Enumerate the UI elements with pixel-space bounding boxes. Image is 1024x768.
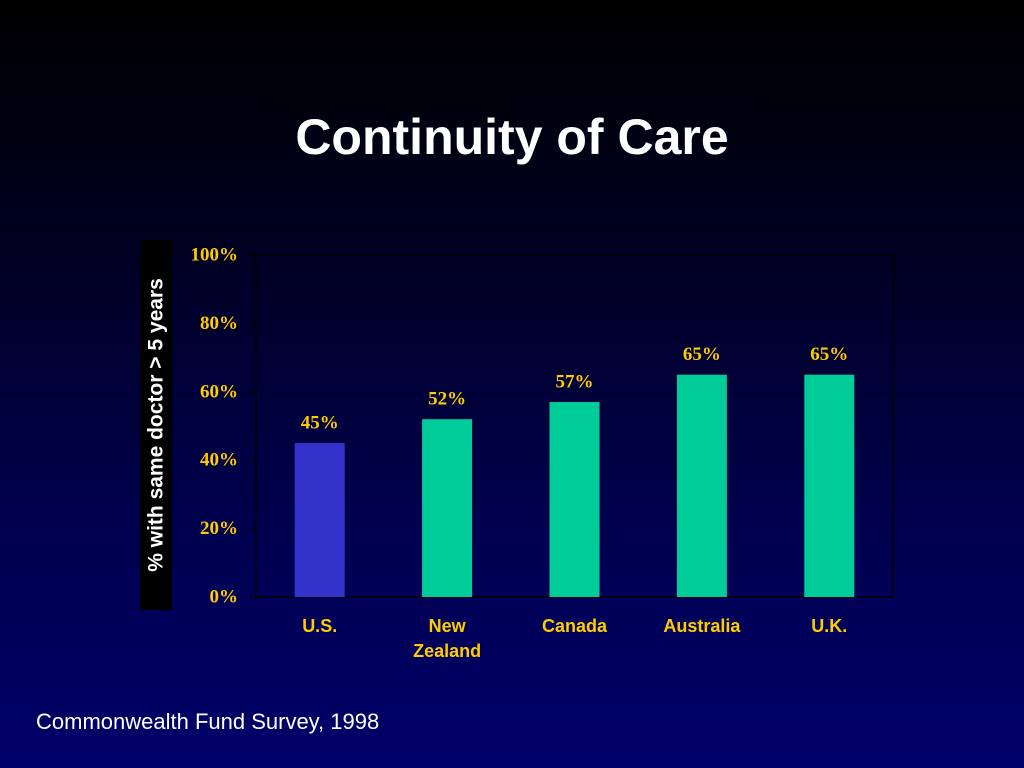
x-tick-label: U.S. bbox=[302, 616, 337, 636]
y-tick-label: 40% bbox=[200, 450, 238, 471]
x-tick-label-line: U.S. bbox=[302, 616, 337, 636]
bar bbox=[804, 374, 855, 597]
source-note: Commonwealth Fund Survey, 1998 bbox=[36, 709, 380, 734]
ylabel-background bbox=[140, 240, 172, 610]
x-tick-label: New Zealand bbox=[413, 616, 481, 661]
data-label: 65% bbox=[683, 344, 721, 365]
data-label: 57% bbox=[556, 372, 594, 393]
x-tick-label-line: U.K. bbox=[811, 616, 847, 636]
data-label: 65% bbox=[810, 344, 848, 365]
data-label: 52% bbox=[428, 389, 466, 410]
x-tick-label-line: New bbox=[429, 616, 467, 636]
y-tick-label: 80% bbox=[200, 313, 238, 334]
y-tick-label: 60% bbox=[200, 381, 238, 402]
x-tick-label-line: Canada bbox=[542, 616, 608, 636]
slide-title: Continuity of Care bbox=[295, 109, 729, 165]
x-tick-label: U.K. bbox=[811, 616, 847, 636]
y-tick-label: 100% bbox=[191, 245, 239, 266]
bar bbox=[676, 374, 727, 597]
bar bbox=[294, 443, 345, 597]
bar bbox=[549, 402, 600, 597]
data-label: 45% bbox=[301, 413, 339, 434]
bar bbox=[422, 419, 473, 597]
y-tick-label: 0% bbox=[210, 587, 239, 608]
y-tick-label: 20% bbox=[200, 518, 238, 539]
x-tick-label: Australia bbox=[663, 616, 741, 636]
x-tick-label-line: Zealand bbox=[413, 641, 481, 661]
x-tick-label-line: Australia bbox=[663, 616, 741, 636]
x-tick-label: Canada bbox=[542, 616, 608, 636]
ylabel: % with same doctor > 5 years bbox=[145, 278, 168, 572]
